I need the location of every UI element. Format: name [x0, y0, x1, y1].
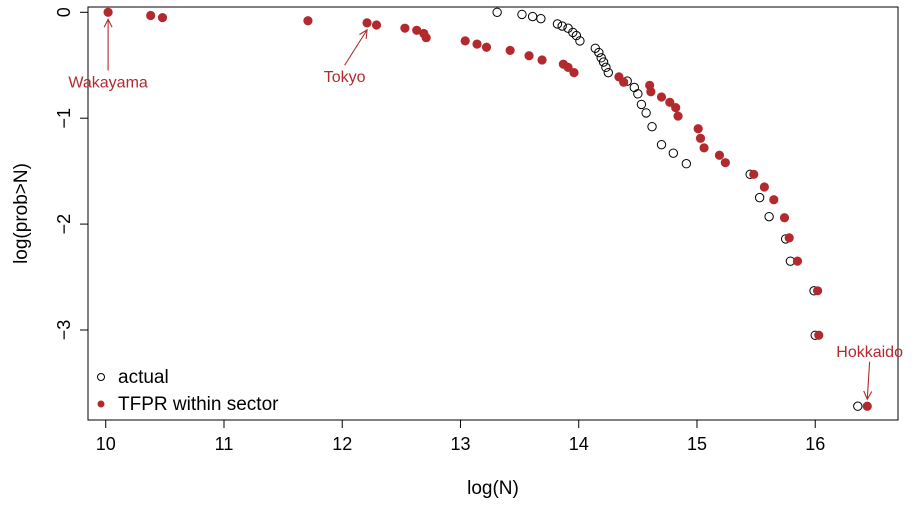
- tfpr-point: [673, 111, 683, 121]
- y-tick-label: −3: [54, 320, 74, 341]
- actual-point: [636, 99, 647, 110]
- tfpr-point: [792, 256, 803, 266]
- x-tick-label: 14: [569, 434, 589, 454]
- tfpr-point: [303, 16, 313, 26]
- x-tick-label: 12: [332, 434, 352, 454]
- actual-point: [633, 89, 643, 99]
- legend-marker: [97, 400, 105, 408]
- tfpr-point: [421, 33, 431, 43]
- tfpr-point: [779, 213, 790, 223]
- tfpr-point: [699, 143, 709, 153]
- y-tick-label: 0: [54, 7, 74, 17]
- tfpr-point: [481, 42, 492, 52]
- actual-point: [641, 108, 651, 118]
- actual-point: [517, 9, 527, 20]
- tfpr-point: [400, 23, 410, 33]
- y-axis-title: log(prob>N): [11, 163, 32, 264]
- plot-frame: [87, 6, 899, 421]
- actual-point: [536, 13, 546, 24]
- annotation-label: Wakayama: [68, 75, 148, 92]
- data-points: [103, 7, 872, 411]
- actual-point: [603, 67, 613, 78]
- tfpr-point: [505, 45, 515, 56]
- actual-point: [668, 148, 679, 158]
- tfpr-point: [146, 10, 156, 21]
- x-tick-label: 13: [450, 434, 470, 454]
- x-tick-label: 10: [96, 434, 116, 454]
- legend-label: actual: [118, 367, 169, 388]
- annotation-arrow-head: [863, 390, 873, 401]
- axes: 10 11 12 13 14 15 16 0 −1 −2 −3 log(N) log(prob>N): [11, 6, 899, 499]
- y-tick-label: −2: [54, 214, 74, 235]
- tfpr-point: [814, 330, 824, 340]
- tfpr-point: [537, 55, 547, 65]
- annotations: Wakayama Tokyo Hokkaido: [68, 18, 903, 401]
- tfpr-point: [759, 182, 769, 192]
- tfpr-point: [563, 62, 573, 72]
- x-tick-label: 16: [805, 434, 825, 454]
- tfpr-point: [569, 68, 579, 78]
- tfpr-point: [749, 169, 759, 179]
- annotation-arrow-head: [103, 18, 113, 28]
- tfpr-point: [472, 39, 482, 49]
- actual-point: [647, 121, 657, 132]
- tfpr-point: [619, 77, 629, 87]
- x-axis-title: log(N): [467, 478, 519, 499]
- tfpr-point: [157, 12, 168, 23]
- legend: actual TFPR within sector: [97, 367, 279, 415]
- legend-label: TFPR within sector: [118, 394, 279, 415]
- tfpr-point: [646, 87, 656, 97]
- actual-point: [629, 82, 640, 93]
- tfpr-point: [371, 20, 382, 30]
- x-tick-label: 11: [215, 434, 234, 454]
- annotation-label: Hokkaido: [836, 344, 903, 361]
- actual-point: [492, 7, 502, 17]
- tfpr-point: [769, 195, 779, 205]
- actual-point: [754, 192, 765, 203]
- x-tick-label: 15: [687, 434, 707, 454]
- actual-point: [557, 21, 567, 31]
- tfpr-point: [524, 51, 534, 61]
- tfpr-point: [103, 7, 113, 17]
- tfpr-point: [784, 233, 794, 243]
- annotation-arrow-head: [359, 28, 368, 39]
- tfpr-point: [693, 124, 703, 134]
- actual-point: [656, 139, 667, 150]
- actual-point: [764, 211, 774, 222]
- actual-point: [568, 27, 578, 38]
- tfpr-point: [862, 401, 872, 411]
- tfpr-point: [695, 133, 706, 143]
- actual-point: [598, 57, 609, 67]
- y-tick-label: −1: [54, 108, 74, 129]
- tfpr-point: [665, 97, 675, 107]
- tfpr-point: [812, 286, 823, 296]
- actual-point: [601, 62, 611, 73]
- tfpr-point: [656, 92, 667, 102]
- actual-point: [594, 47, 604, 58]
- annotation-arrow-shaft: [866, 361, 871, 400]
- tfpr-point: [671, 103, 681, 113]
- actual-point: [681, 159, 692, 169]
- annotation-label: Tokyo: [324, 69, 366, 86]
- tfpr-point: [460, 36, 470, 46]
- tfpr-point: [714, 150, 725, 160]
- actual-point: [575, 36, 585, 46]
- legend-marker: [97, 373, 105, 381]
- tfpr-point: [720, 158, 730, 168]
- actual-point: [552, 19, 563, 29]
- actual-point: [527, 11, 538, 22]
- actual-point: [853, 401, 863, 411]
- annotation-arrow-shaft: [344, 29, 368, 66]
- actual-point: [571, 30, 582, 41]
- tfpr-point: [362, 18, 372, 28]
